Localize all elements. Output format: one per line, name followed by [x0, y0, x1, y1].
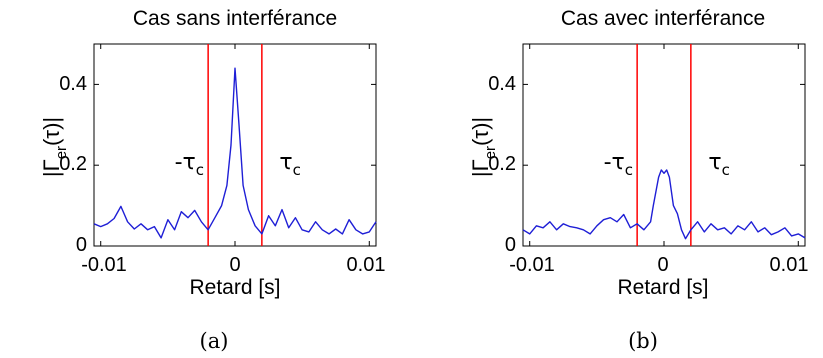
x-tick-label: 0	[229, 254, 240, 276]
tau-annotation: τc	[279, 150, 301, 179]
tau-annotation: -τc	[604, 150, 633, 179]
annotation-base: τ	[708, 150, 721, 175]
annotation-subscript: c	[293, 161, 301, 179]
y-tick-label: 0.2	[59, 153, 87, 175]
x-axis-label: Retard [s]	[617, 276, 708, 299]
y-axis-label-subscript: er	[482, 146, 499, 159]
y-axis-label: |Γer(τ)|	[468, 117, 499, 177]
y-axis-label-suffix: (τ)|	[39, 117, 64, 146]
y-axis-label-suffix: (τ)|	[468, 117, 493, 146]
panel-b: Cas avec interférance -0.01 0 0.01 0 0.2…	[468, 7, 808, 353]
x-tick-label: 0.01	[347, 254, 386, 276]
svg-text:|Γer(τ)|: |Γer(τ)|	[468, 117, 499, 177]
y-tick-label: 0	[505, 234, 516, 256]
x-ticks: -0.01 0 0.01	[509, 254, 808, 276]
annotation-subscript: c	[722, 161, 730, 179]
chart-title: Cas avec interférance	[561, 7, 765, 30]
annotation-subscript: c	[196, 161, 204, 179]
data-series-line	[522, 169, 806, 240]
y-ticks: 0 0.2 0.4	[488, 73, 516, 256]
y-tick-label: 0	[76, 234, 87, 256]
annotation-base: τ	[279, 150, 292, 175]
y-axis-label-prefix: |Γ	[468, 159, 493, 177]
y-tick-label: 0.4	[488, 73, 516, 95]
svg-text:|Γer(τ)|: |Γer(τ)|	[39, 117, 70, 177]
y-axis-label-prefix: |Γ	[39, 159, 64, 177]
annotation-base: -τ	[175, 150, 196, 175]
y-tick-label: 0.4	[59, 73, 87, 95]
tau-annotation: -τc	[175, 150, 204, 179]
x-tick-label: 0	[657, 254, 668, 276]
x-ticks: -0.01 0 0.01	[81, 254, 385, 276]
tau-annotation: τc	[708, 150, 730, 179]
x-axis-label: Retard [s]	[189, 276, 280, 299]
annotation-base: -τ	[604, 150, 625, 175]
y-axis-label: |Γer(τ)|	[39, 117, 70, 177]
panel-label: (a)	[200, 329, 229, 353]
x-tick-label: -0.01	[81, 254, 127, 276]
panel-label: (b)	[628, 329, 658, 353]
y-tick-label: 0.2	[488, 153, 516, 175]
y-ticks: 0 0.2 0.4	[59, 73, 87, 256]
y-axis-label-subscript: er	[53, 146, 70, 159]
x-tick-label: 0.01	[770, 254, 809, 276]
chart-title: Cas sans interférance	[133, 7, 337, 30]
panel-a: Cas sans interférance -0.01 0 0.01 0 0.2…	[39, 7, 385, 353]
x-tick-label: -0.01	[509, 254, 555, 276]
data-series-line	[93, 67, 377, 239]
annotation-subscript: c	[625, 161, 633, 179]
plot-area	[522, 43, 806, 247]
